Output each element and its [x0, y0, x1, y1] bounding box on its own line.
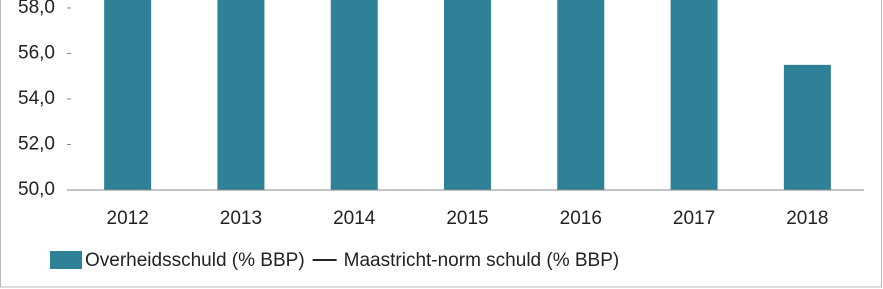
x-tick-label: 2016: [560, 208, 602, 229]
legend-swatch: [50, 251, 82, 269]
x-tick-label: 2014: [333, 208, 376, 229]
bar: [670, 0, 718, 191]
x-tick-label: 2013: [220, 208, 262, 229]
y-tick-label: 58,0: [18, 0, 55, 18]
y-tick-label: 56,0: [18, 42, 55, 63]
x-tick-label: 2012: [107, 208, 149, 229]
plot-area: [104, 0, 831, 191]
bar: [783, 64, 831, 190]
y-tick-label: 54,0: [18, 88, 55, 109]
x-tick-label: 2018: [786, 208, 828, 229]
y-tick-label: 50,0: [18, 179, 55, 200]
legend-label: Overheidsschuld (% BBP): [85, 250, 305, 271]
bar: [444, 0, 491, 190]
bar: [104, 0, 152, 190]
bar: [330, 0, 378, 190]
bar: [557, 0, 605, 190]
legend-label: Maastricht-norm schuld (% BBP): [344, 250, 620, 271]
x-tick-label: 2015: [446, 208, 488, 229]
y-tick-label: 52,0: [18, 134, 55, 155]
x-tick-label: 2017: [673, 208, 715, 229]
bar: [217, 0, 265, 190]
